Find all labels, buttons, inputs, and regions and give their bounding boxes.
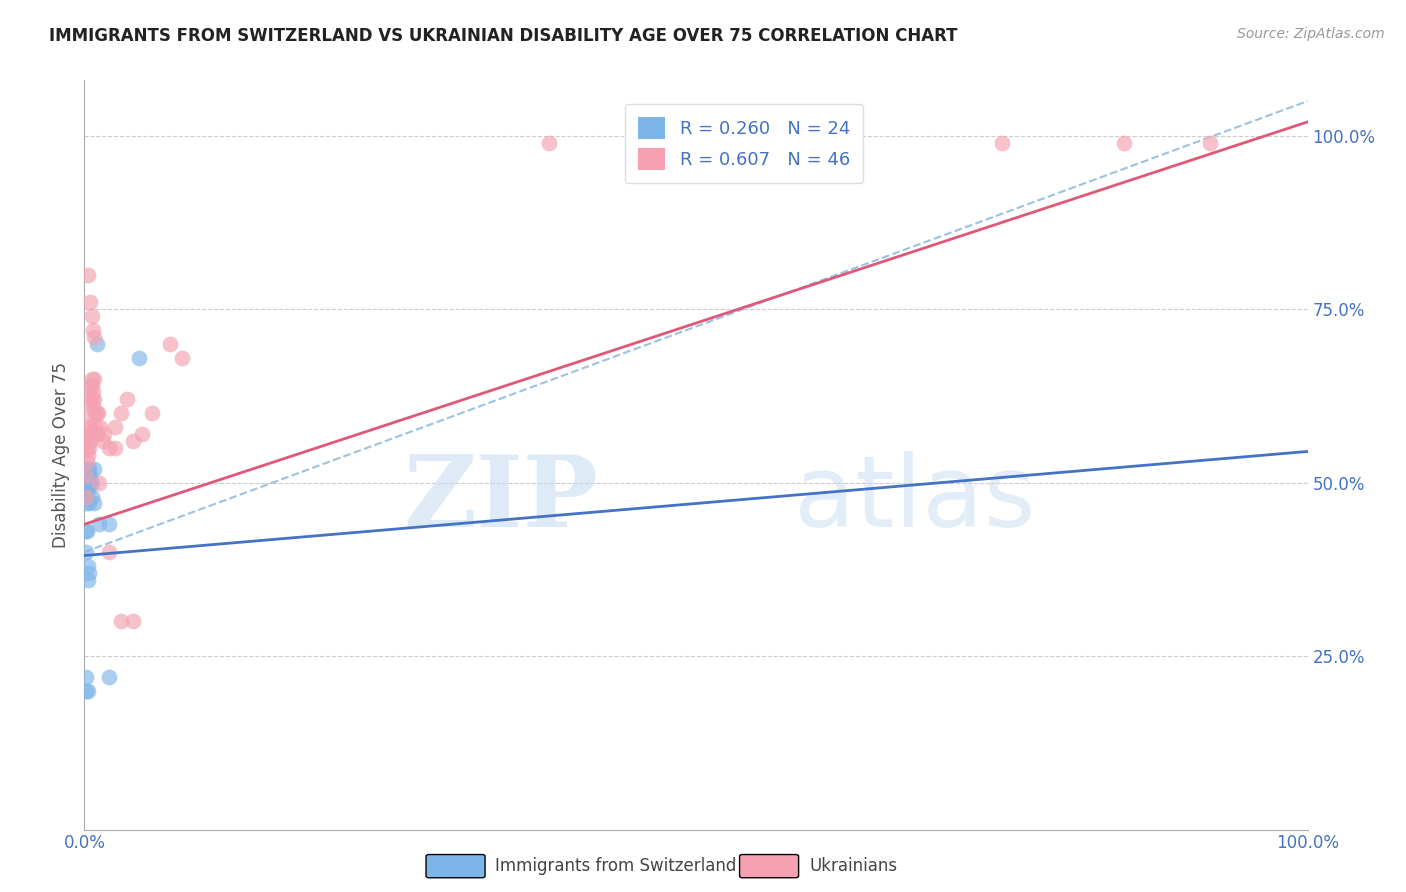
Point — [77, 483, 100, 497]
Text: Immigrants from Switzerland: Immigrants from Switzerland — [495, 857, 737, 875]
Point — [82, 323, 104, 337]
Text: atlas: atlas — [794, 451, 1035, 549]
Point — [79, 378, 101, 392]
Point — [122, 615, 145, 629]
Point — [80, 371, 103, 385]
Point — [75, 683, 97, 698]
Point — [75, 545, 97, 559]
Point — [76, 462, 98, 476]
Point — [76, 455, 98, 469]
Point — [141, 406, 163, 420]
Point — [87, 517, 110, 532]
Point — [80, 378, 103, 392]
Point — [77, 406, 100, 420]
Point — [76, 475, 98, 490]
Point — [83, 330, 105, 344]
Point — [79, 295, 101, 310]
Point — [86, 337, 108, 351]
Point — [77, 475, 100, 490]
Point — [97, 441, 120, 455]
Text: Source: ZipAtlas.com: Source: ZipAtlas.com — [1237, 27, 1385, 41]
Point — [79, 475, 101, 490]
Point — [89, 420, 111, 434]
Point — [83, 462, 105, 476]
Point — [79, 468, 101, 483]
Point — [75, 468, 97, 483]
Point — [79, 420, 101, 434]
Point — [97, 670, 120, 684]
Point — [104, 420, 127, 434]
Point — [80, 309, 103, 323]
Point — [83, 392, 105, 407]
Point — [86, 406, 108, 420]
Point — [991, 136, 1014, 150]
Point — [83, 371, 105, 385]
Point — [97, 545, 120, 559]
Point — [75, 670, 97, 684]
Point — [80, 490, 103, 504]
Point — [76, 524, 98, 539]
Point — [86, 427, 108, 442]
Legend: R = 0.260   N = 24, R = 0.607   N = 46: R = 0.260 N = 24, R = 0.607 N = 46 — [626, 104, 863, 183]
Point — [538, 136, 561, 150]
Point — [77, 268, 100, 282]
Point — [75, 483, 97, 497]
Point — [80, 475, 103, 490]
Point — [76, 468, 98, 483]
Point — [77, 566, 100, 580]
Point — [77, 475, 100, 490]
Point — [93, 427, 115, 442]
Point — [79, 434, 101, 448]
Point — [77, 462, 100, 476]
Point — [77, 420, 100, 434]
Point — [80, 392, 103, 407]
Point — [83, 496, 105, 510]
Point — [82, 385, 104, 400]
Point — [1114, 136, 1136, 150]
Point — [115, 392, 138, 407]
Point — [97, 517, 120, 532]
Point — [87, 406, 110, 420]
Point — [77, 496, 100, 510]
Point — [104, 441, 127, 455]
Point — [172, 351, 194, 365]
Point — [77, 462, 100, 476]
Point — [77, 448, 100, 462]
Point — [128, 351, 150, 365]
Point — [77, 558, 100, 573]
Text: ZIP: ZIP — [404, 451, 598, 549]
Point — [77, 573, 100, 587]
Point — [75, 524, 97, 539]
Point — [77, 468, 100, 483]
Point — [82, 400, 104, 414]
Text: Ukrainians: Ukrainians — [810, 857, 898, 875]
Point — [75, 496, 97, 510]
Point — [122, 434, 145, 448]
Point — [87, 475, 110, 490]
Y-axis label: Disability Age Over 75: Disability Age Over 75 — [52, 362, 70, 548]
Point — [84, 406, 107, 420]
Text: IMMIGRANTS FROM SWITZERLAND VS UKRAINIAN DISABILITY AGE OVER 75 CORRELATION CHAR: IMMIGRANTS FROM SWITZERLAND VS UKRAINIAN… — [49, 27, 957, 45]
Point — [91, 434, 114, 448]
Point — [77, 434, 100, 448]
Point — [110, 406, 132, 420]
Point — [75, 490, 97, 504]
Point — [1198, 136, 1220, 150]
Point — [77, 441, 100, 455]
Point — [110, 615, 132, 629]
Point — [75, 468, 97, 483]
Point — [159, 337, 181, 351]
Point — [131, 427, 153, 442]
Point — [76, 483, 98, 497]
Point — [77, 683, 100, 698]
Point — [76, 441, 98, 455]
Point — [77, 427, 100, 442]
Point — [84, 420, 107, 434]
Point — [79, 392, 101, 407]
